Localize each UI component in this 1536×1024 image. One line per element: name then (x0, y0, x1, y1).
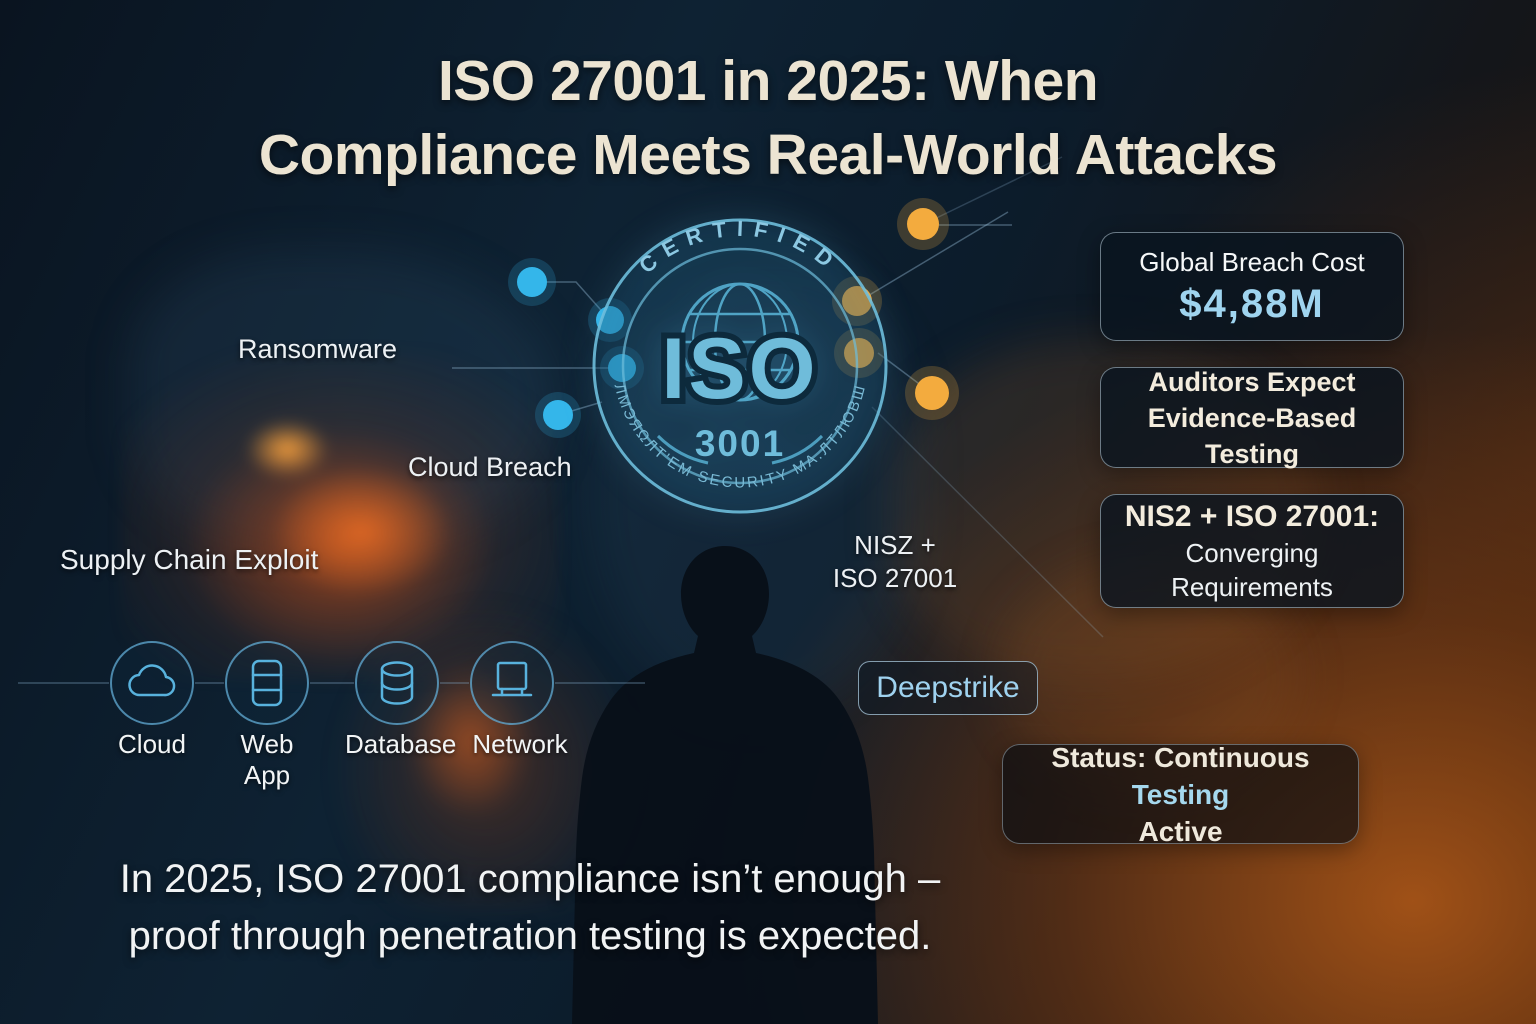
connector-line (871, 406, 1104, 638)
breach-cost-value: $4,88M (1179, 281, 1325, 326)
deepstrike-badge: Deepstrike (858, 661, 1038, 715)
globe-icon (680, 282, 800, 402)
nis2-line-1: NIS2 + ISO 27001: (1124, 500, 1380, 533)
deepstrike-label: Deepstrike (876, 671, 1020, 704)
card-auditors-expect: Auditors Expect Evidence-Based Testing (1100, 366, 1404, 469)
title-line-1: ISO 27001 in 2025: When (437, 49, 1099, 113)
bottom-caption: In 2025, ISO 27001 compliance isn’t enou… (70, 851, 990, 965)
yellow-node-dot (915, 376, 949, 410)
map-north-america (130, 250, 560, 550)
label-nisz-line-1: NISZ + (854, 530, 936, 560)
caption-line-2: proof through penetration testing is exp… (128, 914, 932, 958)
card-global-breach-cost: Global Breach Cost $4,88M (1100, 232, 1404, 341)
caption-line-1: In 2025, ISO 27001 compliance isn’t enou… (119, 857, 941, 901)
network-icon-circle (470, 641, 554, 725)
label-nisz-iso: NISZ + ISO 27001 (810, 529, 980, 595)
badge-iso-text: ISO (661, 321, 818, 417)
badge-outer-ring (592, 218, 888, 514)
badge-flourish-lines (656, 434, 824, 465)
cloud-icon-circle (110, 641, 194, 725)
database-icon-circle (355, 641, 439, 725)
surface-label-database: Database (345, 729, 457, 759)
badge-number-text: 3001 (695, 423, 785, 464)
iso-certified-badge: CERTIFIED ISO 3001 ЛМЭЯΩЛТ'ЕМ SECURITY M… (592, 216, 888, 514)
status-line-1: Status: Continuous Testing (1003, 739, 1358, 813)
label-nisz-line-2: ISO 27001 (832, 563, 958, 593)
status-line-2: Active (1138, 815, 1223, 847)
surface-label-web-app: Web App (240, 729, 294, 790)
blue-node-dot (543, 400, 573, 430)
web-app-icon-circle (225, 641, 309, 725)
auditors-line-2: Evidence-Based Testing (1147, 402, 1357, 469)
status-highlight: Testing (1131, 778, 1230, 810)
surface-label-network: Network (472, 729, 568, 759)
yellow-node-dot (907, 208, 939, 240)
blue-node-dot (517, 267, 547, 297)
page-title: ISO 27001 in 2025: When Compliance Meets… (0, 44, 1536, 192)
title-line-2: Compliance Meets Real-World Attacks (258, 123, 1278, 187)
label-ransomware: Ransomware (238, 334, 398, 364)
nis2-line-2: Converging Requirements (1171, 538, 1333, 602)
surface-label-cloud: Cloud (118, 729, 186, 759)
breach-cost-title: Global Breach Cost (1139, 246, 1365, 277)
label-supply-chain-exploit: Supply Chain Exploit (60, 544, 319, 575)
card-nis2-converging: NIS2 + ISO 27001: Converging Requirement… (1100, 494, 1404, 608)
card-status: Status: Continuous Testing Active (1002, 742, 1359, 847)
auditors-line-1: Auditors Expect (1148, 366, 1356, 397)
label-cloud-breach: Cloud Breach (408, 452, 572, 482)
status-prefix: Status: Continuous (1051, 741, 1310, 773)
